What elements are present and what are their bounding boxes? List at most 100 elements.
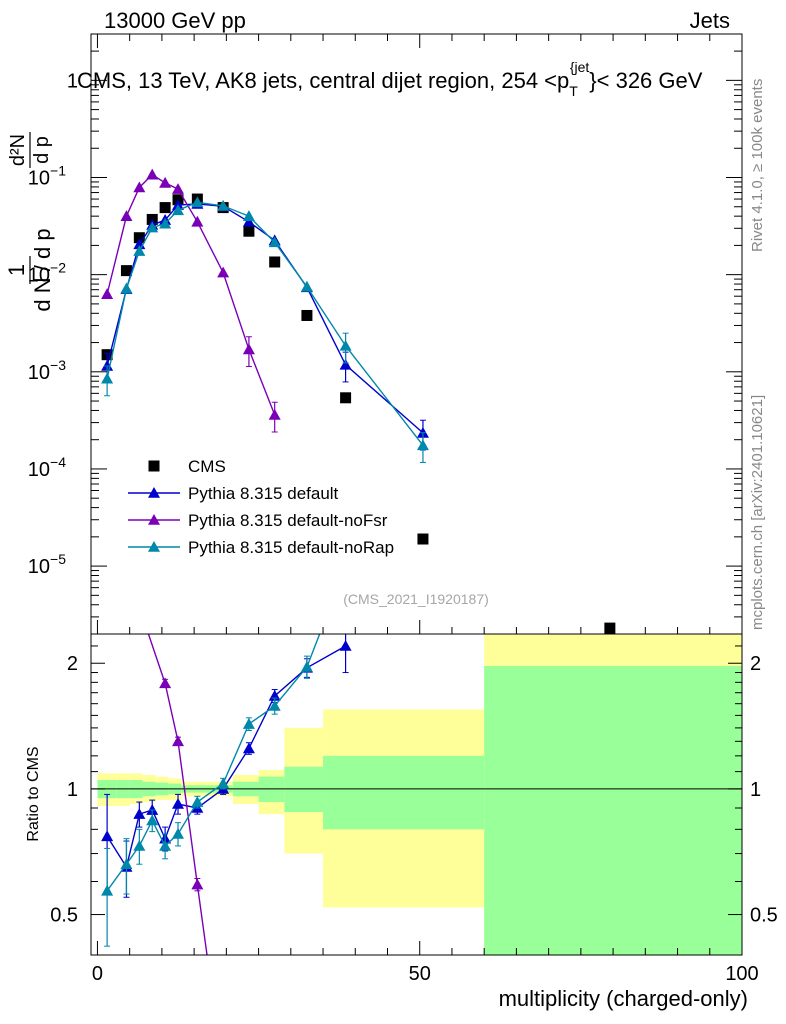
ratio-point-noRap — [159, 839, 172, 851]
y-tick-label: 10−5 — [28, 551, 66, 578]
point-noFsr — [133, 181, 146, 193]
ratio-point-noRap — [146, 814, 159, 826]
chart-title-sub: T — [569, 83, 578, 99]
point-noRap — [101, 372, 114, 384]
ratio-y-tick-label: 1 — [67, 779, 78, 801]
legend-marker — [148, 514, 160, 525]
legend-item-default: Pythia 8.315 default — [128, 484, 339, 503]
legend-marker — [148, 487, 160, 498]
ratio-series-noFsr — [147, 634, 208, 955]
legend-label: Pythia 8.315 default-noRap — [188, 538, 394, 557]
point-noFsr — [242, 343, 255, 355]
point-noFsr — [268, 408, 281, 420]
ylabel-dN: d N / d p — [30, 228, 55, 311]
x-tick-label: 0 — [92, 963, 103, 985]
ylabel-num: d²N — [7, 134, 29, 166]
ratio-frame — [90, 633, 743, 956]
ratio-point-default — [172, 798, 185, 809]
ratio-point-noRap — [101, 884, 114, 896]
ratio-point-default — [133, 808, 146, 819]
y-tick-label: 10−3 — [28, 357, 66, 384]
ylabel-one: 1 — [4, 264, 29, 276]
ratio-point-noFsr — [191, 878, 204, 890]
legend-item-noRap: Pythia 8.315 default-noRap — [128, 538, 394, 557]
point-noRap — [146, 221, 159, 233]
ratio-panel: 0.5 0.5 1 1 2 2 0 50 100 Ratio to CMS multiplici… — [25, 561, 778, 1011]
point-noRap — [416, 439, 429, 451]
point-cms — [301, 309, 313, 321]
point-cms — [604, 622, 616, 634]
ratio-point-default — [339, 639, 352, 651]
rivet-label: Rivet 4.1.0, ≥ 100k events — [749, 79, 766, 252]
ratio-point-noRap — [340, 561, 352, 572]
legend-item-cms: CMS — [148, 457, 226, 476]
series-cms — [101, 193, 616, 634]
ratio-bands — [97, 634, 742, 955]
series-line-noFsr — [106, 173, 276, 416]
point-cms — [159, 202, 171, 214]
ratio-point-noRap — [300, 660, 313, 672]
chart-title-sup: {jet — [570, 59, 590, 75]
point-default — [339, 358, 352, 370]
ratio-series-noRap — [101, 561, 352, 947]
ratio-point-noFsr — [172, 735, 185, 747]
point-cms — [340, 392, 352, 404]
ratio-line-default — [106, 645, 346, 869]
main-ylabel-2: d²N d p — [7, 132, 53, 168]
point-cms — [120, 265, 132, 277]
ratio-y-tick-label-right: 1 — [750, 779, 761, 801]
y-tick-label: 10−1 — [28, 163, 66, 190]
x-tick-label: 50 — [409, 963, 431, 985]
main-ylabel: 1 d N / d p — [4, 228, 55, 311]
chart-title: CMS, 13 TeV, AK8 jets, central dijet reg… — [77, 59, 703, 99]
x-tick-label: 100 — [725, 963, 758, 985]
legend: CMS Pythia 8.315 default Pythia 8.315 defa… — [128, 457, 394, 557]
point-noRap — [300, 280, 313, 292]
point-noRap — [133, 245, 146, 256]
ratio-point-noRap — [191, 796, 204, 807]
band-inner — [323, 755, 485, 830]
point-cms — [133, 232, 145, 244]
y-tick-label: 1 — [67, 70, 78, 92]
y-tick-label: 10−2 — [28, 260, 66, 287]
ratio-point-noFsr — [159, 677, 172, 689]
point-noRap — [217, 199, 230, 211]
point-cms — [417, 533, 429, 545]
point-noRap — [191, 196, 204, 208]
point-noFsr — [191, 215, 204, 227]
legend-label: Pythia 8.315 default — [188, 484, 339, 503]
point-noRap — [268, 236, 281, 248]
point-noFsr — [101, 288, 114, 299]
ylabel-den: d p — [31, 136, 53, 164]
chart-title-tail: }< 326 GeV — [589, 68, 702, 93]
point-noFsr — [146, 168, 159, 180]
band-inner — [484, 665, 742, 955]
ratio-y-tick-label-right: 0.5 — [750, 905, 778, 927]
series-noRap — [101, 196, 429, 463]
ratio-point-noRap — [217, 777, 230, 789]
ratio-y-tick-label: 0.5 — [50, 905, 78, 927]
point-noRap — [159, 217, 172, 229]
ratio-point-default — [101, 830, 114, 842]
ratio-point-noRap — [133, 839, 146, 851]
ratio-axes: 0.5 0.5 1 1 2 2 0 50 100 — [50, 645, 778, 985]
header-left: 13000 GeV pp — [104, 8, 246, 33]
ratio-y-tick-label-right: 2 — [750, 653, 761, 675]
y-tick-label: 10−4 — [28, 454, 66, 481]
series-default — [101, 197, 429, 451]
point-noRap — [339, 339, 352, 351]
legend-marker — [148, 460, 160, 472]
ratio-point-default — [146, 804, 159, 815]
point-noFsr — [217, 266, 230, 278]
main-series-group — [101, 168, 616, 634]
ratio-ylabel: Ratio to CMS — [25, 746, 42, 841]
point-noRap — [172, 204, 185, 216]
main-panel: 1 10−1 10−2 10−3 10−4 10−5 CMS, 13 TeV, AK8 j… — [4, 33, 743, 635]
point-noFsr — [159, 176, 172, 188]
ratio-point-noRap — [120, 858, 133, 870]
legend-label: CMS — [188, 457, 226, 476]
point-noFsr — [172, 183, 185, 194]
ratio-point-default — [242, 742, 255, 754]
series-line-default — [106, 203, 424, 434]
